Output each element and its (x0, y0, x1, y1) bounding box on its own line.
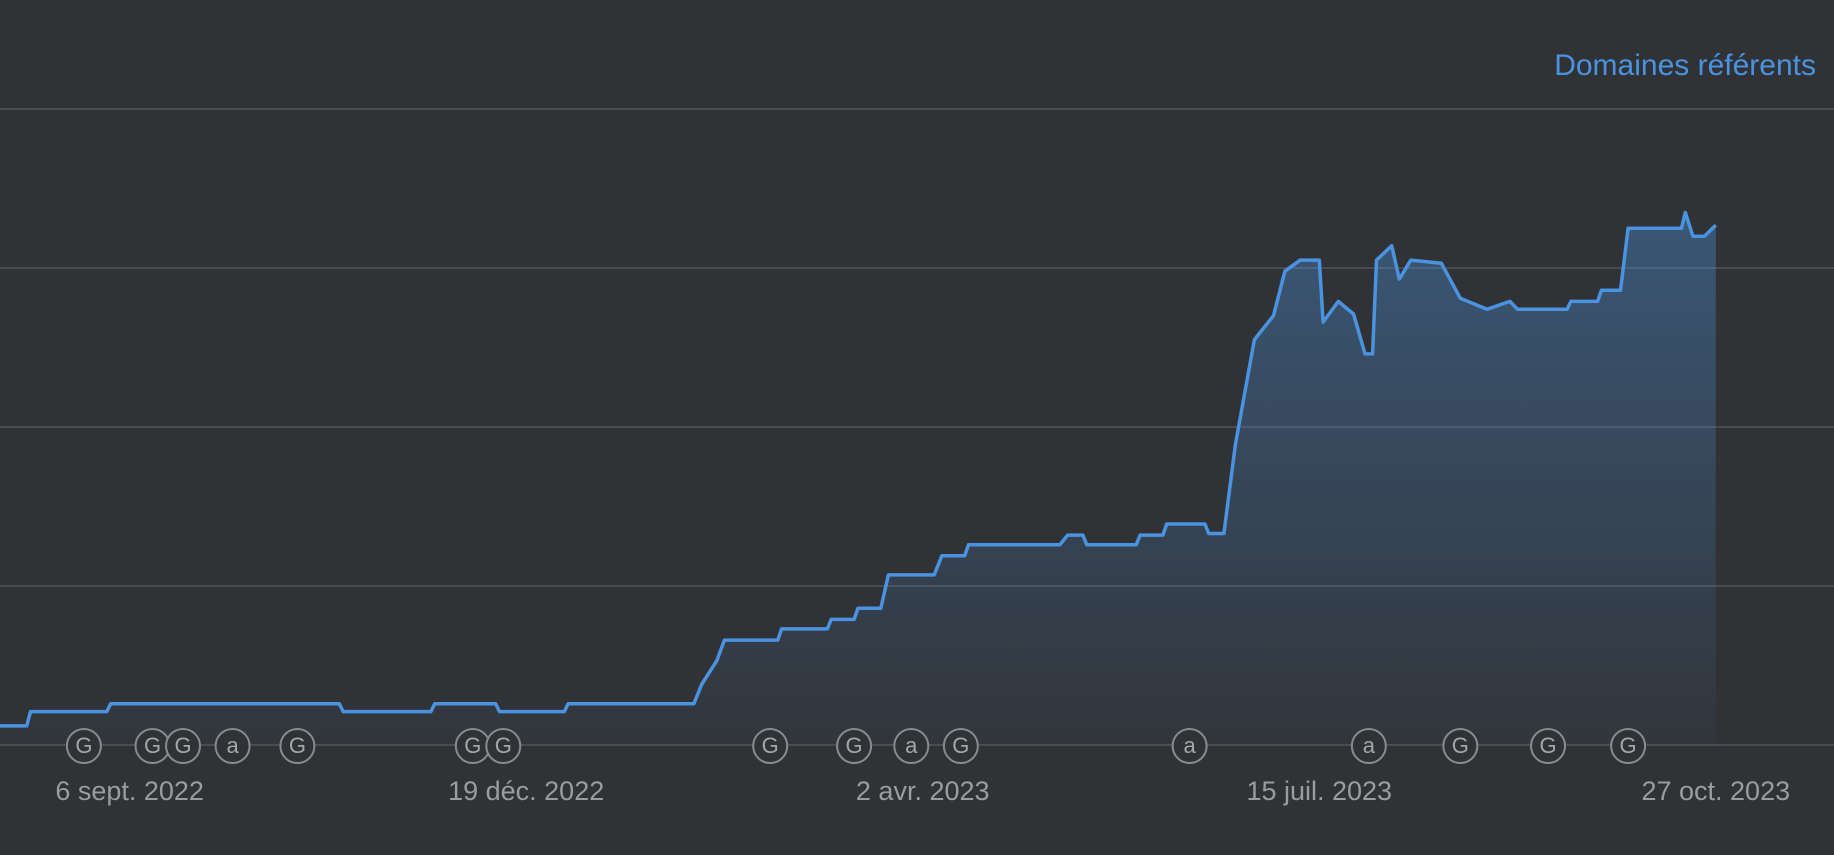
annotation-icon: a (214, 728, 251, 764)
annotation-label: G (1452, 733, 1469, 758)
annotation-label: a (1363, 733, 1376, 758)
annotation-label: G (1620, 733, 1637, 758)
annotation-label: G (75, 733, 92, 758)
annotation-label: a (905, 733, 918, 758)
annotation-circle (1530, 728, 1567, 764)
annotation-circle (165, 728, 202, 764)
x-tick-label: 6 sept. 2022 (55, 776, 204, 806)
annotation-label: G (495, 733, 512, 758)
annotation-circle (485, 728, 522, 764)
annotation-circle (214, 728, 251, 764)
legend-entry: Domaines référents (1554, 49, 1816, 82)
x-tick-label: 2 avr. 2023 (856, 776, 990, 806)
annotation-icon: G (279, 728, 316, 764)
annotation-circle (279, 728, 316, 764)
annotation-label: G (952, 733, 969, 758)
annotation-label: G (464, 733, 481, 758)
annotation-icon: G (165, 728, 202, 764)
annotation-icon: G (134, 728, 171, 764)
annotation-icon: G (942, 728, 979, 764)
annotation-icon: G (65, 728, 102, 764)
annotation-icon: G (836, 728, 873, 764)
annotation-circle (1442, 728, 1479, 764)
annotation-circle (893, 728, 930, 764)
annotation-icon: G (1610, 728, 1647, 764)
annotation-icon: a (1171, 728, 1208, 764)
annotation-icon: a (1350, 728, 1387, 764)
annotation-label: a (226, 733, 239, 758)
annotation-circle (1610, 728, 1647, 764)
annotation-icon: a (893, 728, 930, 764)
annotation-label: a (1183, 733, 1196, 758)
annotation-circle (1350, 728, 1387, 764)
annotation-label: G (174, 733, 191, 758)
annotation-label: G (1539, 733, 1556, 758)
line (0, 210, 1718, 728)
area (0, 212, 1716, 745)
x-tick-label: 19 déc. 2022 (448, 776, 604, 806)
annotation-circle (752, 728, 789, 764)
annotation-label: G (289, 733, 306, 758)
annotation-circle (65, 728, 102, 764)
annotation-circle (836, 728, 873, 764)
annotation-icon: G (485, 728, 522, 764)
annotation-label: G (144, 733, 161, 758)
annotation-circle (942, 728, 979, 764)
annotation-icon: G (1530, 728, 1567, 764)
x-tick-label: 27 oct. 2023 (1641, 776, 1790, 806)
annotation-label: G (762, 733, 779, 758)
annotation-circle (1171, 728, 1208, 764)
x-tick-label: 15 juil. 2023 (1246, 776, 1392, 806)
annotation-icon: G (1442, 728, 1479, 764)
annotation-icon: G (454, 728, 491, 764)
annotation-icon: G (752, 728, 789, 764)
annotation-label: G (846, 733, 863, 758)
